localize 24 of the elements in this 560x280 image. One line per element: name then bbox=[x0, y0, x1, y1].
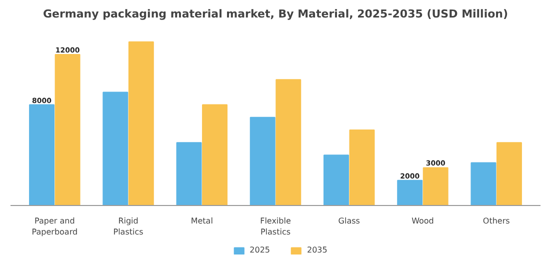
bar bbox=[54, 54, 80, 206]
bar bbox=[496, 142, 522, 206]
x-tick-label: Paper and Paperboard bbox=[32, 216, 78, 236]
bar bbox=[349, 129, 375, 206]
bar bbox=[323, 154, 349, 206]
legend-label: 2035 bbox=[307, 246, 328, 254]
bar bbox=[276, 79, 302, 206]
bar bbox=[29, 104, 55, 206]
bar bbox=[250, 116, 276, 206]
x-tick-label: Others bbox=[482, 216, 510, 226]
bar bbox=[202, 104, 228, 206]
bar bbox=[422, 167, 448, 206]
bar bbox=[470, 162, 496, 206]
bar bbox=[176, 142, 202, 206]
x-tick-label: Flexible Plastics bbox=[260, 216, 291, 236]
x-tick-label: Metal bbox=[190, 216, 213, 226]
bar bbox=[128, 41, 154, 206]
x-tick-label: Rigid Plastics bbox=[113, 216, 144, 236]
bar bbox=[102, 92, 128, 206]
bar bbox=[397, 180, 423, 206]
x-tick-label: Glass bbox=[338, 216, 360, 226]
x-tick-label: Wood bbox=[412, 216, 434, 226]
chart-title: Germany packaging material market, By Material, 2025-2035 (USD Million) bbox=[42, 8, 508, 20]
legend-label: 2025 bbox=[250, 246, 270, 254]
